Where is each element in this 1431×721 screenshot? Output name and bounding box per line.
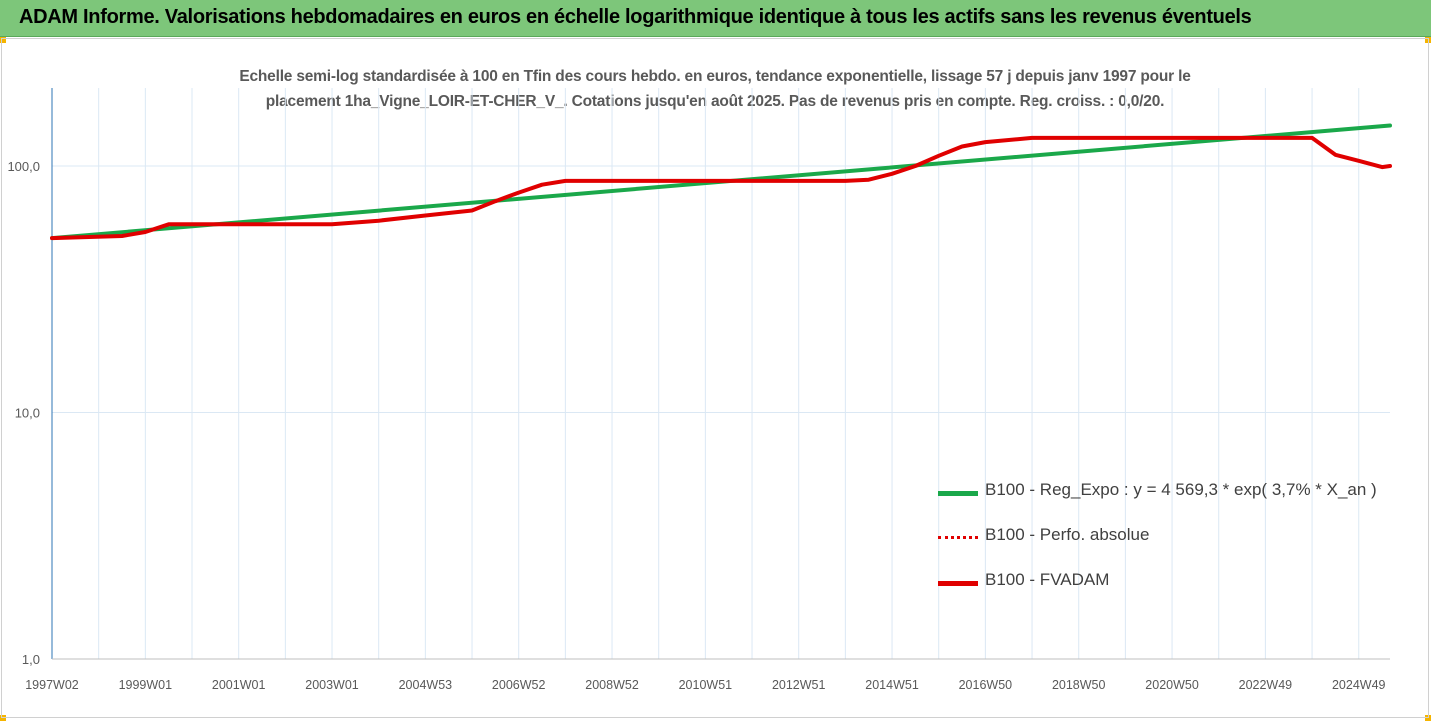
x-tick-label: 2012W51 [772, 678, 826, 692]
x-tick-label: 2018W50 [1052, 678, 1106, 692]
legend-label-perf: B100 - Perfo. absolue [985, 525, 1150, 544]
x-tick-label: 2004W53 [399, 678, 453, 692]
x-tick-label: 2016W50 [959, 678, 1013, 692]
y-tick-label: 10,0 [15, 406, 40, 421]
x-tick-label: 2014W51 [865, 678, 919, 692]
x-tick-label: 2006W52 [492, 678, 546, 692]
y-tick-label: 1,0 [22, 652, 40, 667]
x-tick-label: 2008W52 [585, 678, 639, 692]
legend-swatch-perf [938, 536, 978, 539]
x-tick-label: 2010W51 [679, 678, 733, 692]
legend-swatch-fvadam [938, 581, 978, 586]
series-line-2 [50, 135, 1392, 241]
x-tick-label: 2020W50 [1145, 678, 1199, 692]
y-tick-label: 100,0 [7, 159, 40, 174]
x-tick-label: 2024W49 [1332, 678, 1386, 692]
corner-marker [0, 715, 6, 721]
x-tick-label: 2001W01 [212, 678, 266, 692]
x-tick-label: 1997W02 [25, 678, 79, 692]
legend-label-trend: B100 - Reg_Expo : y = 4 569,3 * exp( 3,7… [985, 480, 1377, 499]
legend-label-fvadam: B100 - FVADAM [985, 570, 1110, 589]
report-banner: ADAM Informe. Valorisations hebdomadaire… [0, 0, 1431, 37]
chart-title: Echelle semi-log standardisée à 100 en T… [150, 64, 1280, 114]
series [50, 123, 1392, 241]
grid [52, 88, 1390, 660]
x-tick-label: 1999W01 [119, 678, 173, 692]
corner-marker [0, 37, 6, 43]
x-tick-label: 2003W01 [305, 678, 359, 692]
chart-title-line-1: Echelle semi-log standardisée à 100 en T… [239, 68, 1191, 85]
chart-frame [1, 38, 1429, 718]
axes: 1997W02 1999W01 2001W01 2003W01 2004W53 2006W… [7, 88, 1390, 692]
report-title: ADAM Informe. Valorisations hebdomadaire… [19, 6, 1252, 28]
x-tick-label: 2022W49 [1239, 678, 1293, 692]
chart-title-line-2: placement 1ha_Vigne_LOIR-ET-CHER_V_. Cot… [265, 93, 1165, 110]
corner-marker [1425, 715, 1431, 721]
legend-swatch-trend [938, 491, 978, 496]
